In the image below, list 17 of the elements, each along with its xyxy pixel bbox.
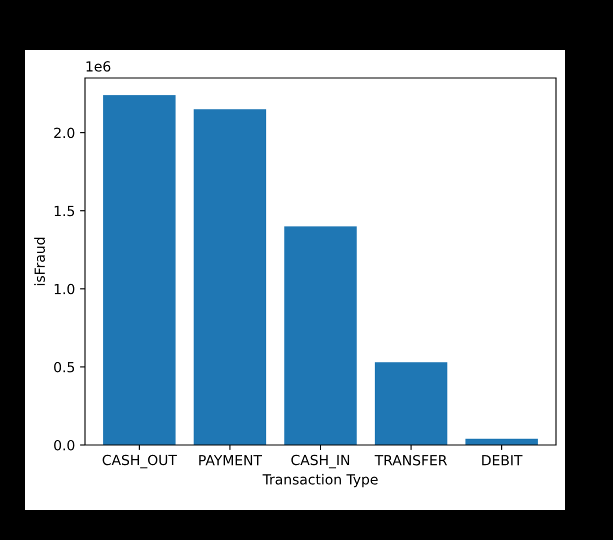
text: 1e6: [86, 61, 110, 72]
y-tick-label: 1.5: [54, 206, 74, 216]
y-tick-label: 1.0: [54, 284, 74, 294]
x-tick-label: CASH_OUT: [102, 454, 177, 468]
x-tick-label: DEBIT: [482, 455, 522, 466]
x-tick-label: CASH_IN: [291, 454, 350, 468]
bar: [284, 226, 357, 445]
y-axis-title: isFraud: [34, 238, 45, 286]
bar: [194, 109, 266, 445]
y-tick-label: 0.0: [54, 440, 74, 450]
bar: [374, 362, 448, 445]
y-tick-label: 2.0: [54, 128, 74, 138]
x-axis-title: Transaction Type: [262, 474, 378, 488]
x-tick-label: TRANSFER: [374, 454, 448, 466]
x-tick-label: PAYMENT: [199, 455, 262, 466]
y-tick-label: 0.5: [54, 362, 74, 372]
bar: [103, 95, 176, 445]
